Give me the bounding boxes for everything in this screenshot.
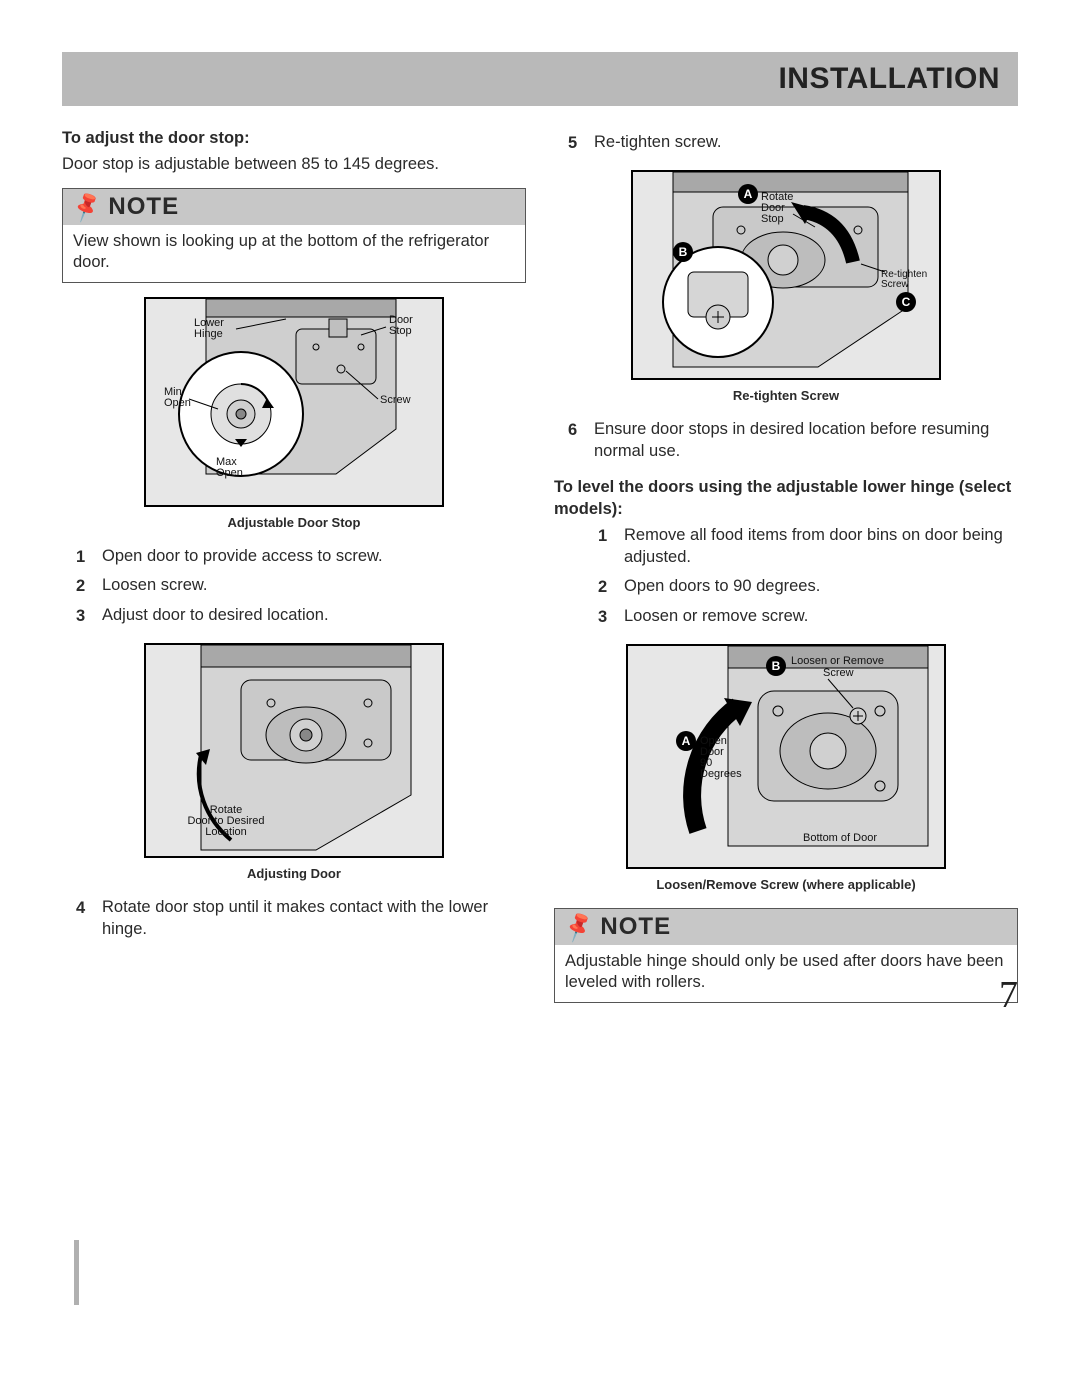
figure-caption: Re-tighten Screw [554, 388, 1018, 403]
svg-text:A: A [682, 734, 691, 748]
note-header: 📌 NOTE [555, 909, 1017, 945]
page-title: INSTALLATION [778, 62, 1000, 96]
svg-text:C: C [902, 295, 911, 309]
steps-list-r3: 1Remove all food items from door bins on… [554, 525, 1018, 632]
svg-text:Location: Location [205, 826, 247, 838]
steps-list-1: 1Open door to provide access to screw. 2… [62, 546, 526, 631]
list-item: 3Loosen or remove screw. [584, 606, 1018, 632]
svg-text:Open: Open [164, 397, 191, 409]
pushpin-icon: 📌 [69, 189, 105, 224]
svg-text:Hinge: Hinge [194, 328, 223, 340]
svg-text:Open: Open [216, 467, 243, 479]
list-item: 1Open door to provide access to screw. [62, 546, 526, 572]
svg-text:Stop: Stop [389, 325, 412, 337]
list-item: 2Open doors to 90 degrees. [584, 576, 1018, 602]
right-column: 5Re-tighten screw. [554, 128, 1018, 1017]
svg-text:Degrees: Degrees [700, 768, 742, 780]
figure-adjusting-door: Rotate Door to Desired Location Adjustin… [62, 643, 526, 881]
pushpin-icon: 📌 [561, 909, 597, 944]
figure-loosen-remove-screw: B A Loosen or Remove Screw Open Door 90 … [554, 644, 1018, 892]
svg-text:A: A [744, 187, 753, 201]
header-bar: INSTALLATION [62, 52, 1018, 106]
note-box: 📌 NOTE Adjustable hinge should only be u… [554, 908, 1018, 1003]
figure-adjustable-door-stop: Lower Hinge Min Open Max Open Door Stop … [62, 297, 526, 530]
svg-text:Stop: Stop [761, 213, 784, 225]
svg-text:Loosen or Remove: Loosen or Remove [791, 655, 884, 667]
svg-text:Screw: Screw [380, 394, 411, 406]
section-heading: To adjust the door stop: [62, 128, 526, 149]
intro-text: Door stop is adjustable between 85 to 14… [62, 154, 526, 175]
note-body: Adjustable hinge should only be used aft… [555, 945, 1017, 1002]
list-item: 3Adjust door to desired location. [62, 605, 526, 631]
svg-text:Screw: Screw [881, 279, 910, 290]
svg-text:B: B [679, 245, 688, 259]
svg-text:Bottom of Door: Bottom of Door [803, 832, 877, 844]
list-item: 1Remove all food items from door bins on… [584, 525, 1018, 573]
steps-list-1b: 4Rotate door stop until it makes contact… [62, 897, 526, 945]
note-body: View shown is looking up at the bottom o… [63, 225, 525, 282]
figure-caption: Adjustable Door Stop [62, 515, 526, 530]
list-item: 4Rotate door stop until it makes contact… [62, 897, 526, 945]
list-item: 2Loosen screw. [62, 575, 526, 601]
steps-list-r1: 5Re-tighten screw. [554, 132, 1018, 158]
list-item: 6Ensure door stops in desired location b… [554, 419, 1018, 467]
left-column: To adjust the door stop: Door stop is ad… [62, 128, 526, 1017]
figure-retighten-screw: A B C Rotate Door Stop Re-tighten Screw … [554, 170, 1018, 403]
note-label: NOTE [600, 913, 671, 941]
note-box: 📌 NOTE View shown is looking up at the b… [62, 188, 526, 283]
section-heading: To level the doors using the adjustable … [554, 477, 1018, 520]
note-label: NOTE [108, 193, 179, 221]
note-header: 📌 NOTE [63, 189, 525, 225]
page-number: 7 [999, 973, 1018, 1017]
figure-caption: Loosen/Remove Screw (where applicable) [554, 877, 1018, 892]
side-rule [74, 1240, 79, 1305]
figure-caption: Adjusting Door [62, 866, 526, 881]
content-columns: To adjust the door stop: Door stop is ad… [62, 128, 1018, 1017]
svg-text:B: B [772, 659, 781, 673]
steps-list-r2: 6Ensure door stops in desired location b… [554, 419, 1018, 467]
svg-text:Screw: Screw [823, 667, 854, 679]
list-item: 5Re-tighten screw. [554, 132, 1018, 158]
